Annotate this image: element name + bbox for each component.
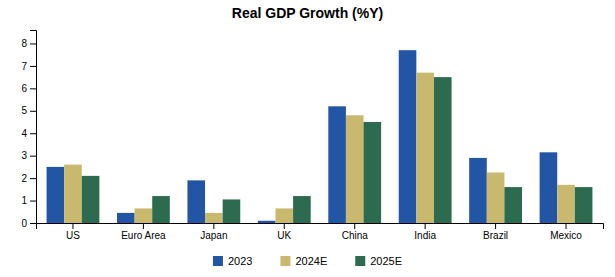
series [82, 77, 593, 223]
tick-label: 3 [21, 150, 27, 161]
tick: Euro Area [121, 223, 166, 241]
bar [487, 173, 505, 223]
tick-mark [143, 223, 144, 229]
tick-label: 6 [21, 83, 27, 94]
tick-mark [30, 66, 36, 67]
bar [540, 152, 558, 223]
legend-label: 2024E [295, 255, 327, 267]
tick-label: China [342, 230, 369, 241]
bar [47, 167, 65, 223]
tick-mark [284, 223, 285, 229]
bar [275, 208, 293, 223]
bar [135, 208, 153, 223]
tick-mark [30, 43, 36, 44]
tick: China [342, 223, 369, 241]
chart: Real GDP Growth (%Y) 0 1 2 3 4 5 6 7 8 US Euro Area… [0, 0, 615, 277]
y-axis: 0 1 2 3 4 5 6 7 8 [21, 31, 36, 229]
tick-mark [30, 111, 36, 112]
tick: 4 [21, 128, 36, 139]
bar [117, 213, 135, 223]
bar [364, 122, 382, 223]
tick: Brazil [483, 223, 508, 241]
tick: 8 [21, 38, 36, 49]
bar [557, 185, 575, 223]
series [64, 73, 575, 223]
tick: 0 [21, 218, 36, 229]
plot: 0 1 2 3 4 5 6 7 8 US Euro Area Japan UK China India Bra… [21, 31, 603, 242]
bar [504, 187, 522, 223]
tick-mark [354, 223, 355, 229]
bars [47, 50, 593, 223]
tick-mark [30, 201, 36, 202]
legend-item: 2024E [280, 255, 327, 267]
bar [187, 180, 205, 223]
bar [346, 115, 364, 223]
tick-label: 0 [21, 218, 27, 229]
tick: 1 [21, 195, 36, 206]
bar [82, 176, 100, 223]
tick: 5 [21, 105, 36, 116]
tick: 3 [21, 150, 36, 161]
tick-mark [30, 223, 36, 224]
tick-mark [495, 223, 496, 229]
title: Real GDP Growth (%Y) [232, 5, 383, 21]
tick: 7 [21, 61, 36, 72]
x-axis: US Euro Area Japan UK China India Brazil Mexico [37, 223, 604, 241]
bar [575, 187, 593, 223]
tick-mark [30, 178, 36, 179]
legend-swatch [280, 256, 290, 266]
legend-item: 2023 [213, 255, 252, 267]
tick-label: 8 [21, 38, 27, 49]
tick: 2 [21, 173, 36, 184]
tick-mark [425, 223, 426, 229]
tick: India [414, 223, 436, 241]
tick-mark [72, 223, 73, 229]
bar [258, 221, 276, 223]
axis-line [30, 31, 37, 224]
bar [416, 73, 434, 223]
bar [223, 199, 241, 223]
tick: US [66, 223, 80, 241]
legend-label: 2023 [228, 255, 252, 267]
tick: Japan [200, 223, 227, 241]
tick-label: UK [277, 230, 291, 241]
tick: UK [277, 223, 291, 241]
legend: 2023 2024E 2025E [213, 255, 402, 267]
legend-swatch [355, 256, 365, 266]
axis-line [37, 224, 604, 230]
tick-mark [30, 156, 36, 157]
tick-mark [213, 223, 214, 229]
tick-mark [30, 88, 36, 89]
bar [64, 165, 82, 223]
tick-label: Euro Area [121, 230, 166, 241]
tick-label: 5 [21, 105, 27, 116]
bar [434, 77, 452, 223]
tick-label: 7 [21, 61, 27, 72]
legend-item: 2025E [355, 255, 402, 267]
tick-label: 4 [21, 128, 27, 139]
tick-label: Mexico [550, 230, 582, 241]
bar [399, 50, 417, 223]
legend-label: 2025E [370, 255, 402, 267]
tick-label: 2 [21, 173, 27, 184]
tick-label: 1 [21, 195, 27, 206]
bar [205, 213, 223, 223]
tick-mark [566, 223, 567, 229]
series [47, 50, 558, 223]
bar [469, 158, 487, 223]
bar [293, 196, 311, 223]
tick-label: India [414, 230, 436, 241]
bar [328, 106, 346, 223]
bar [152, 196, 170, 223]
tick-label: US [66, 230, 80, 241]
legend-swatch [213, 256, 223, 266]
tick: 6 [21, 83, 36, 94]
tick: Mexico [550, 223, 582, 241]
tick-label: Brazil [483, 230, 508, 241]
tick-mark [30, 133, 36, 134]
tick-label: Japan [200, 230, 227, 241]
